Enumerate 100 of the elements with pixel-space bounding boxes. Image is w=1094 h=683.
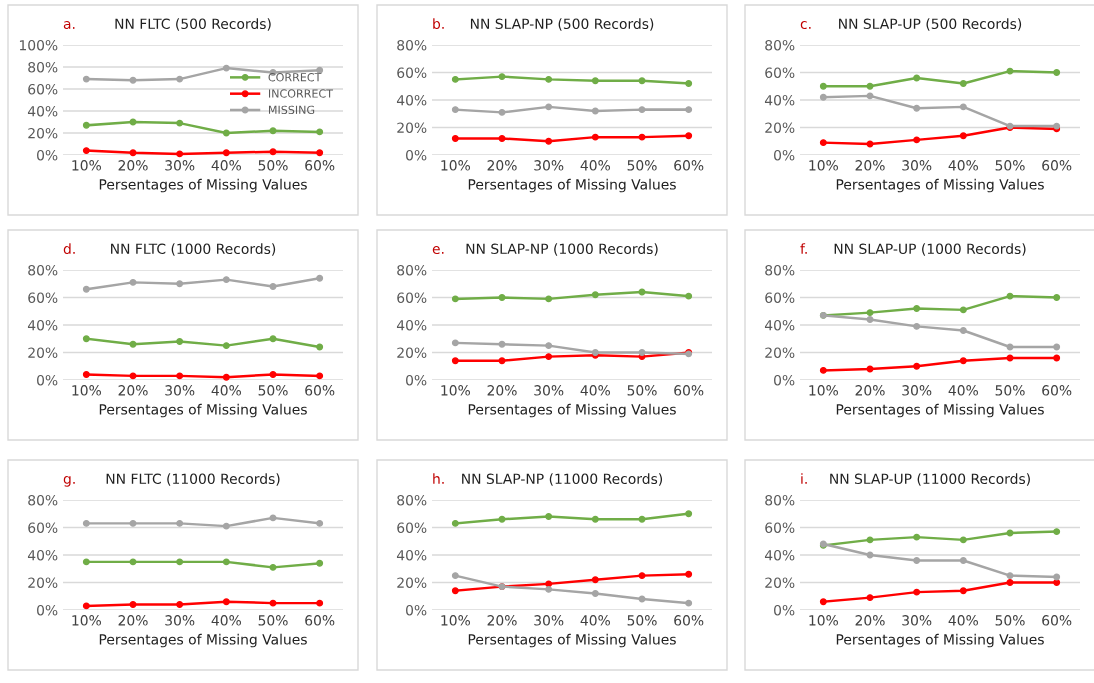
x-tick-label: 20%	[118, 160, 148, 171]
y-tick-label: 80%	[765, 39, 795, 51]
x-tick-label: 60%	[305, 615, 335, 626]
x-tick-label: 40%	[580, 385, 610, 396]
x-tick-label: 30%	[902, 385, 932, 396]
x-tick-label: 60%	[674, 615, 704, 626]
chart-title: NN FLTC (1000 Records)	[111, 243, 276, 256]
y-tick-label: 20%	[397, 347, 427, 358]
y-tick-label: 0%	[406, 374, 427, 386]
x-tick-label: 40%	[948, 385, 978, 396]
y-tick-label: 0%	[774, 604, 795, 616]
y-tick-label: 0%	[37, 604, 58, 616]
x-tick-label: 60%	[674, 160, 704, 171]
x-axis-title: Persentages of Missing Values	[99, 403, 307, 418]
y-tick-label: 100%	[19, 39, 58, 51]
x-tick-label: 40%	[948, 615, 978, 626]
x-tick-label: 40%	[580, 615, 610, 626]
y-tick-label: 0%	[774, 374, 795, 386]
y-tick-label: 0%	[774, 149, 795, 161]
legend-label: CORRECT	[268, 73, 322, 82]
x-axis-title: Persentages of Missing Values	[468, 403, 676, 418]
x-tick-label: 50%	[995, 385, 1025, 396]
y-tick-label: 60%	[397, 522, 427, 533]
x-tick-label: 10%	[72, 615, 101, 626]
chart-title: NN FLTC (500 Records)	[115, 18, 271, 31]
y-tick-label: 60%	[397, 67, 427, 78]
y-tick-label: 60%	[765, 292, 795, 303]
x-axis-title: Persentages of Missing Values	[99, 633, 307, 648]
y-tick-label: 80%	[28, 494, 58, 506]
x-tick-label: 20%	[855, 615, 885, 626]
x-tick-label: 10%	[441, 160, 470, 171]
x-axis-title: Persentages of Missing Values	[836, 403, 1044, 418]
x-axis-title: Persentages of Missing Values	[99, 178, 307, 193]
y-tick-label: 80%	[765, 264, 795, 276]
x-tick-label: 10%	[72, 385, 101, 396]
y-tick-label: 20%	[397, 122, 427, 133]
x-tick-label: 10%	[441, 385, 470, 396]
x-tick-label: 10%	[72, 160, 101, 171]
x-tick-label: 30%	[902, 615, 932, 626]
x-tick-label: 10%	[809, 615, 838, 626]
legend-label: MISSING	[268, 105, 315, 115]
x-tick-label: 60%	[1042, 615, 1072, 626]
x-tick-label: 50%	[627, 615, 657, 626]
y-tick-label: 40%	[396, 549, 427, 561]
x-tick-label: 20%	[118, 615, 148, 626]
x-tick-label: 40%	[211, 615, 241, 626]
x-axis-title: Persentages of Missing Values	[836, 633, 1044, 648]
x-tick-label: 50%	[627, 160, 657, 171]
text: e.	[432, 246, 444, 255]
x-tick-label: 50%	[258, 160, 288, 171]
x-tick-label: 40%	[211, 160, 241, 171]
x-tick-label: 20%	[855, 385, 885, 396]
x-tick-label: 30%	[165, 615, 195, 626]
x-tick-label: 20%	[487, 160, 517, 171]
text: c.	[800, 21, 811, 30]
x-tick-label: 30%	[165, 160, 195, 171]
y-tick-label: 40%	[396, 319, 427, 331]
x-tick-label: 20%	[487, 385, 517, 396]
chart-title: NN FLTC (11000 Records)	[106, 473, 280, 486]
y-tick-label: 20%	[28, 127, 58, 139]
x-tick-label: 50%	[627, 385, 657, 396]
y-tick-label: 40%	[764, 319, 795, 331]
y-tick-label: 80%	[397, 494, 427, 506]
y-tick-label: 80%	[397, 264, 427, 276]
y-tick-label: 20%	[397, 577, 427, 588]
x-tick-label: 20%	[855, 160, 885, 171]
text: d.	[63, 243, 75, 255]
x-tick-label: 50%	[995, 615, 1025, 626]
y-tick-label: 80%	[397, 39, 427, 51]
y-tick-label: 40%	[27, 319, 58, 331]
x-tick-label: 60%	[305, 160, 335, 171]
x-tick-label: 10%	[441, 615, 470, 626]
y-tick-label: 80%	[765, 494, 795, 506]
chart-title: NN SLAP-UP (11000 Records)	[830, 473, 1030, 486]
y-tick-label: 80%	[28, 61, 58, 73]
chart-title: NN SLAP-UP (500 Records)	[839, 18, 1022, 31]
x-tick-label: 50%	[995, 160, 1025, 171]
x-tick-label: 60%	[305, 385, 335, 396]
x-tick-label: 30%	[534, 615, 564, 626]
y-tick-label: 0%	[406, 149, 427, 161]
x-tick-label: 10%	[809, 160, 838, 171]
x-tick-label: 20%	[118, 385, 148, 396]
chart-title: NN SLAP-UP (1000 Records)	[834, 243, 1026, 256]
legend-label: INCORRECT	[268, 89, 334, 98]
y-tick-label: 40%	[27, 549, 58, 561]
y-tick-label: 40%	[764, 549, 795, 561]
y-tick-label: 60%	[397, 292, 427, 303]
chart-title: NN SLAP-NP (11000 Records)	[462, 473, 663, 486]
y-tick-label: 20%	[765, 347, 795, 358]
text: h.	[433, 473, 444, 484]
x-tick-label: 40%	[211, 385, 241, 396]
x-tick-label: 30%	[902, 160, 932, 171]
x-axis-title: Persentages of Missing Values	[836, 178, 1044, 193]
x-axis-title: Persentages of Missing Values	[468, 178, 676, 193]
y-tick-label: 20%	[765, 122, 795, 133]
text: i.	[801, 473, 807, 484]
y-tick-label: 20%	[28, 577, 58, 588]
y-tick-label: 40%	[396, 94, 427, 106]
x-tick-label: 10%	[809, 385, 838, 396]
y-tick-label: 0%	[37, 374, 58, 386]
